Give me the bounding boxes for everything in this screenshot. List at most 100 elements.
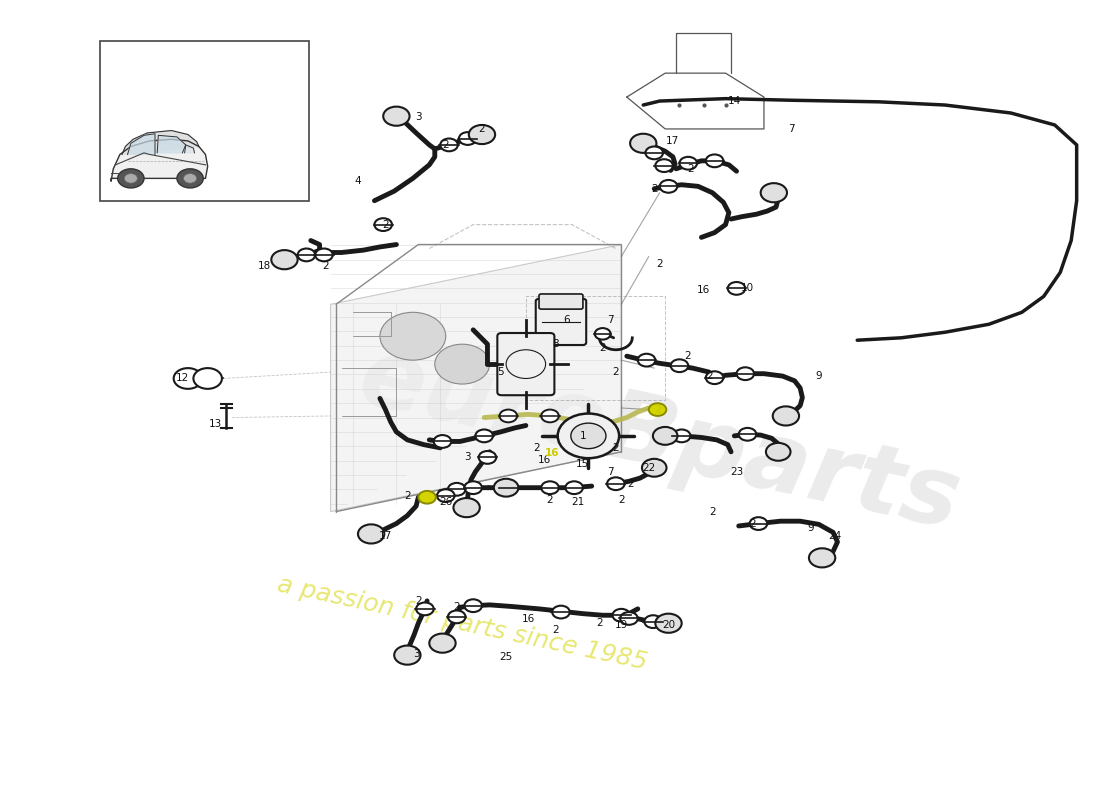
Text: 2: 2	[618, 494, 625, 505]
Text: 23: 23	[730, 466, 744, 477]
Circle shape	[595, 328, 610, 339]
Circle shape	[272, 250, 298, 270]
Text: 4: 4	[354, 176, 361, 186]
Text: 3: 3	[412, 649, 419, 658]
Text: 2: 2	[600, 343, 606, 353]
Text: 2: 2	[552, 625, 559, 634]
Circle shape	[177, 169, 204, 188]
Circle shape	[571, 423, 606, 449]
Text: 17: 17	[378, 530, 392, 541]
Circle shape	[671, 359, 689, 372]
Polygon shape	[157, 135, 186, 153]
Circle shape	[478, 451, 496, 464]
Circle shape	[680, 157, 697, 170]
Circle shape	[766, 443, 791, 461]
Polygon shape	[185, 145, 195, 153]
Circle shape	[607, 478, 625, 490]
Text: 3: 3	[464, 452, 471, 462]
Text: 18: 18	[258, 261, 272, 271]
Polygon shape	[331, 245, 622, 512]
Circle shape	[737, 367, 755, 380]
Circle shape	[552, 606, 570, 618]
Circle shape	[656, 159, 673, 172]
Circle shape	[653, 427, 678, 445]
Text: 17: 17	[667, 136, 680, 146]
Text: 2: 2	[750, 518, 757, 529]
Circle shape	[464, 599, 482, 612]
Polygon shape	[122, 130, 199, 154]
Circle shape	[558, 414, 619, 458]
Circle shape	[469, 125, 495, 144]
Circle shape	[433, 435, 451, 448]
Text: 2: 2	[684, 351, 691, 361]
Text: 2: 2	[547, 494, 553, 505]
Circle shape	[453, 498, 480, 517]
Circle shape	[298, 249, 316, 262]
Text: 12: 12	[176, 374, 189, 383]
Text: 15: 15	[576, 458, 590, 469]
Text: 7: 7	[607, 315, 614, 326]
Text: 16: 16	[538, 454, 551, 465]
Circle shape	[499, 410, 517, 422]
Text: 26: 26	[439, 497, 452, 507]
Polygon shape	[128, 134, 155, 154]
Text: 2: 2	[534, 443, 540, 453]
Circle shape	[464, 482, 482, 494]
Text: 16: 16	[544, 448, 560, 458]
Text: 2: 2	[613, 367, 619, 377]
Circle shape	[383, 106, 409, 126]
Text: 19: 19	[615, 620, 628, 630]
Circle shape	[541, 482, 559, 494]
Circle shape	[660, 180, 678, 193]
Circle shape	[750, 517, 768, 530]
Text: 24: 24	[828, 530, 842, 541]
Text: 2: 2	[627, 478, 634, 489]
Circle shape	[494, 478, 518, 497]
Text: 6: 6	[563, 315, 570, 326]
Text: 2: 2	[653, 405, 661, 414]
Circle shape	[429, 634, 455, 653]
Text: 8: 8	[552, 339, 559, 349]
Circle shape	[673, 430, 691, 442]
Circle shape	[316, 249, 332, 262]
FancyBboxPatch shape	[539, 294, 583, 309]
Text: 7: 7	[607, 466, 614, 477]
Circle shape	[418, 491, 436, 504]
Text: 2: 2	[657, 259, 663, 270]
Text: 2: 2	[688, 164, 694, 174]
Text: 16: 16	[521, 614, 535, 624]
Circle shape	[739, 428, 757, 441]
Circle shape	[416, 602, 433, 615]
FancyBboxPatch shape	[497, 333, 554, 395]
Circle shape	[184, 174, 197, 183]
Circle shape	[475, 430, 493, 442]
Circle shape	[728, 282, 746, 294]
Text: 25: 25	[499, 652, 513, 662]
Text: 2: 2	[453, 602, 460, 612]
Text: 2: 2	[382, 220, 388, 230]
Circle shape	[194, 368, 222, 389]
Text: 2: 2	[706, 371, 713, 381]
Circle shape	[645, 615, 662, 628]
Text: 1: 1	[580, 431, 586, 441]
Text: 2: 2	[322, 261, 329, 271]
Circle shape	[620, 612, 638, 625]
Circle shape	[448, 483, 465, 496]
Text: 2: 2	[404, 490, 410, 501]
Circle shape	[656, 614, 682, 633]
Polygon shape	[111, 139, 208, 181]
Text: 5: 5	[497, 367, 504, 377]
Text: a passion for parts since 1985: a passion for parts since 1985	[275, 572, 649, 674]
Circle shape	[358, 524, 384, 543]
Circle shape	[124, 174, 138, 183]
Circle shape	[374, 218, 392, 231]
Circle shape	[642, 459, 667, 477]
Text: 2: 2	[613, 443, 619, 453]
Text: 2: 2	[651, 184, 658, 194]
Circle shape	[649, 403, 667, 416]
Text: 2: 2	[596, 618, 603, 628]
Circle shape	[459, 132, 476, 145]
Circle shape	[772, 406, 799, 426]
Circle shape	[394, 646, 420, 665]
Text: 2: 2	[478, 124, 485, 134]
